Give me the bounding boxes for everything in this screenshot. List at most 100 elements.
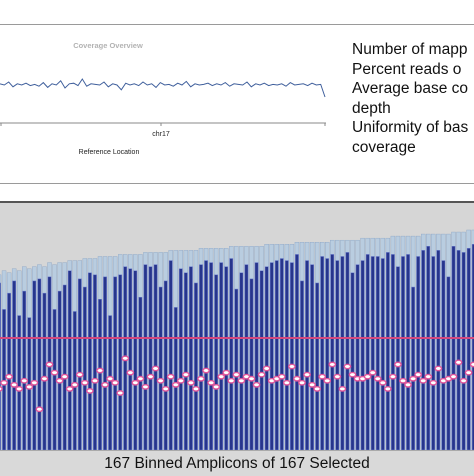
amplicon-bar[interactable]: [194, 283, 197, 450]
amplicon-bar[interactable]: [422, 250, 425, 450]
amplicon-bar[interactable]: [346, 252, 349, 450]
amplicon-coverage-chart[interactable]: [0, 203, 474, 450]
amplicon-bar[interactable]: [13, 281, 16, 450]
amplicon-bar[interactable]: [250, 279, 253, 450]
amplicon-bar[interactable]: [8, 293, 11, 450]
amplicon-bar[interactable]: [204, 261, 207, 450]
amplicon-bar[interactable]: [83, 287, 86, 450]
amplicon-bar[interactable]: [265, 267, 268, 450]
amplicon-bar[interactable]: [285, 261, 288, 450]
amplicon-bar[interactable]: [109, 316, 112, 450]
amplicon-bar[interactable]: [114, 277, 117, 450]
amplicon-bar[interactable]: [199, 265, 202, 450]
amplicon-bar[interactable]: [341, 256, 344, 450]
amplicon-bar[interactable]: [225, 267, 228, 450]
amplicon-bar[interactable]: [210, 263, 213, 450]
amplicon-bar[interactable]: [351, 273, 354, 450]
amplicon-bar[interactable]: [184, 273, 187, 450]
amplicon-bar[interactable]: [300, 281, 303, 450]
amplicon-bar[interactable]: [396, 267, 399, 450]
amplicon-bar[interactable]: [391, 254, 394, 450]
amplicon-bar[interactable]: [33, 281, 36, 450]
amplicon-bar[interactable]: [406, 254, 409, 450]
overview-title: Coverage Overview: [73, 41, 143, 50]
amplicon-bar[interactable]: [144, 265, 147, 450]
amplicon-bar[interactable]: [427, 246, 430, 450]
amplicon-bar[interactable]: [179, 269, 182, 450]
amplicon-bar[interactable]: [98, 299, 101, 450]
amplicon-bar[interactable]: [305, 261, 308, 450]
amplicon-bar[interactable]: [437, 250, 440, 450]
amplicon-bar[interactable]: [316, 283, 319, 450]
amplicon-marker: [188, 381, 194, 385]
amplicon-bar[interactable]: [93, 275, 96, 450]
amplicon-bar[interactable]: [280, 259, 283, 450]
amplicon-marker: [87, 389, 93, 393]
amplicon-bar[interactable]: [467, 248, 470, 450]
amplicon-bar[interactable]: [442, 261, 445, 450]
amplicon-bar[interactable]: [149, 267, 152, 450]
amplicon-bar[interactable]: [23, 291, 26, 450]
amplicon-bar[interactable]: [119, 275, 122, 450]
amplicon-bar[interactable]: [290, 263, 293, 450]
amplicon-bar[interactable]: [38, 279, 41, 450]
amplicon-bar[interactable]: [270, 263, 273, 450]
amplicon-bar[interactable]: [245, 265, 248, 450]
amplicon-bar[interactable]: [2, 309, 5, 450]
amplicon-bar[interactable]: [462, 252, 465, 450]
amplicon-bar[interactable]: [366, 254, 369, 450]
amplicon-bar[interactable]: [412, 287, 415, 450]
amplicon-bar[interactable]: [376, 256, 379, 450]
amplicon-marker: [314, 387, 320, 391]
amplicon-bar[interactable]: [134, 271, 137, 450]
amplicon-bar[interactable]: [129, 269, 132, 450]
amplicon-bar[interactable]: [174, 307, 177, 450]
amplicon-bar[interactable]: [58, 291, 61, 450]
amplicon-marker: [31, 381, 37, 385]
amplicon-bar[interactable]: [189, 267, 192, 450]
amplicon-bar[interactable]: [447, 277, 450, 450]
amplicon-bar[interactable]: [386, 252, 389, 450]
amplicon-marker: [137, 377, 143, 381]
amplicon-bar[interactable]: [260, 271, 263, 450]
amplicon-marker: [162, 387, 168, 391]
amplicon-bar[interactable]: [73, 311, 76, 450]
amplicon-bar[interactable]: [311, 265, 314, 450]
amplicon-bar[interactable]: [356, 265, 359, 450]
amplicon-bar[interactable]: [43, 293, 46, 450]
amplicon-bar[interactable]: [0, 283, 1, 450]
amplicon-bar[interactable]: [336, 261, 339, 450]
amplicon-bar[interactable]: [68, 271, 71, 450]
amplicon-bar[interactable]: [457, 250, 460, 450]
amplicon-bar[interactable]: [103, 277, 106, 450]
amplicon-bar[interactable]: [432, 256, 435, 450]
amplicon-bar[interactable]: [139, 297, 142, 450]
amplicon-bar[interactable]: [371, 256, 374, 450]
amplicon-bar[interactable]: [452, 246, 455, 450]
amplicon-bar[interactable]: [331, 254, 334, 450]
amplicon-bar[interactable]: [275, 261, 278, 450]
amplicon-bar[interactable]: [169, 261, 172, 450]
amplicon-bar[interactable]: [295, 254, 298, 450]
amplicon-bar[interactable]: [240, 273, 243, 450]
amplicon-bar[interactable]: [220, 263, 223, 450]
amplicon-bar[interactable]: [235, 289, 238, 450]
amplicon-bar[interactable]: [401, 256, 404, 450]
amplicon-bar[interactable]: [159, 287, 162, 450]
amplicon-bar[interactable]: [381, 259, 384, 450]
amplicon-bar[interactable]: [164, 281, 167, 450]
amplicon-bar[interactable]: [78, 279, 81, 450]
amplicon-marker: [460, 379, 466, 383]
amplicon-bar[interactable]: [53, 309, 56, 450]
amplicon-bar[interactable]: [361, 261, 364, 450]
amplicon-bar[interactable]: [215, 275, 218, 450]
amplicon-bar[interactable]: [88, 273, 91, 450]
amplicon-bar[interactable]: [255, 263, 258, 450]
amplicon-bar[interactable]: [321, 256, 324, 450]
amplicon-bar[interactable]: [154, 265, 157, 450]
amplicon-bar[interactable]: [18, 316, 21, 450]
amplicon-bar[interactable]: [326, 259, 329, 450]
amplicon-bar[interactable]: [230, 259, 233, 450]
amplicon-bar[interactable]: [417, 256, 420, 450]
amplicon-bar[interactable]: [63, 285, 66, 450]
